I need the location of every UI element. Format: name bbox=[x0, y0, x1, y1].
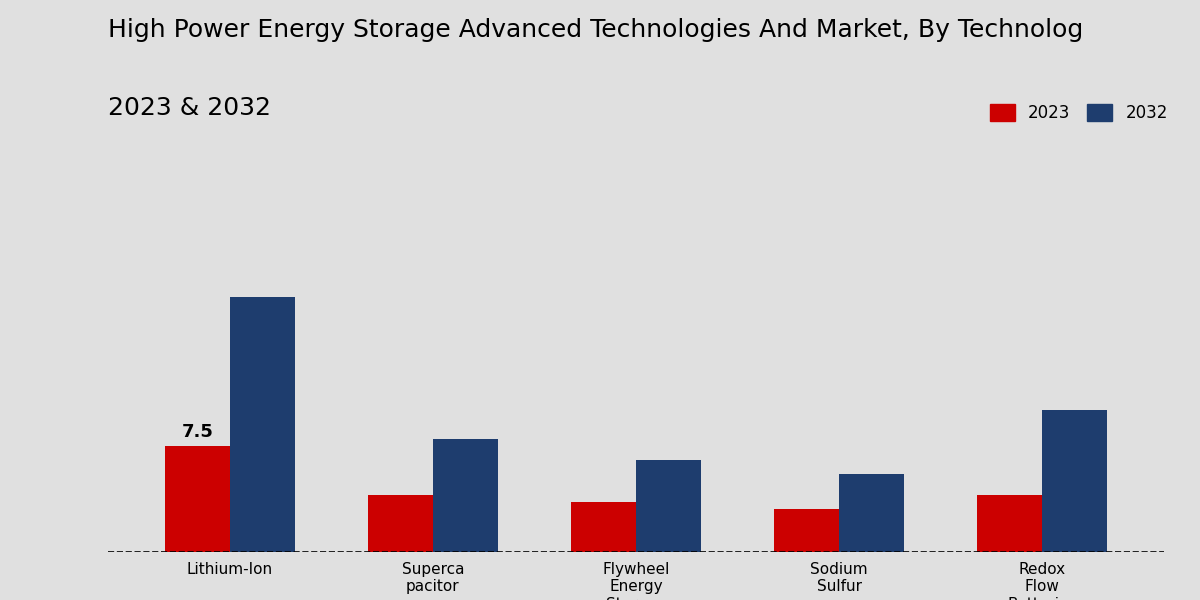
Bar bbox=[774, 509, 839, 552]
Bar bbox=[571, 502, 636, 552]
Bar bbox=[433, 439, 498, 552]
Legend: 2023, 2032: 2023, 2032 bbox=[990, 104, 1168, 122]
Bar bbox=[164, 446, 230, 552]
Bar bbox=[977, 495, 1042, 552]
Text: 7.5: 7.5 bbox=[181, 424, 214, 442]
Bar bbox=[1042, 410, 1108, 552]
Bar bbox=[230, 297, 295, 552]
Bar bbox=[368, 495, 433, 552]
Text: 2023 & 2032: 2023 & 2032 bbox=[108, 96, 271, 120]
Bar bbox=[839, 474, 904, 552]
Bar bbox=[636, 460, 701, 552]
Text: High Power Energy Storage Advanced Technologies And Market, By Technolog: High Power Energy Storage Advanced Techn… bbox=[108, 18, 1084, 42]
